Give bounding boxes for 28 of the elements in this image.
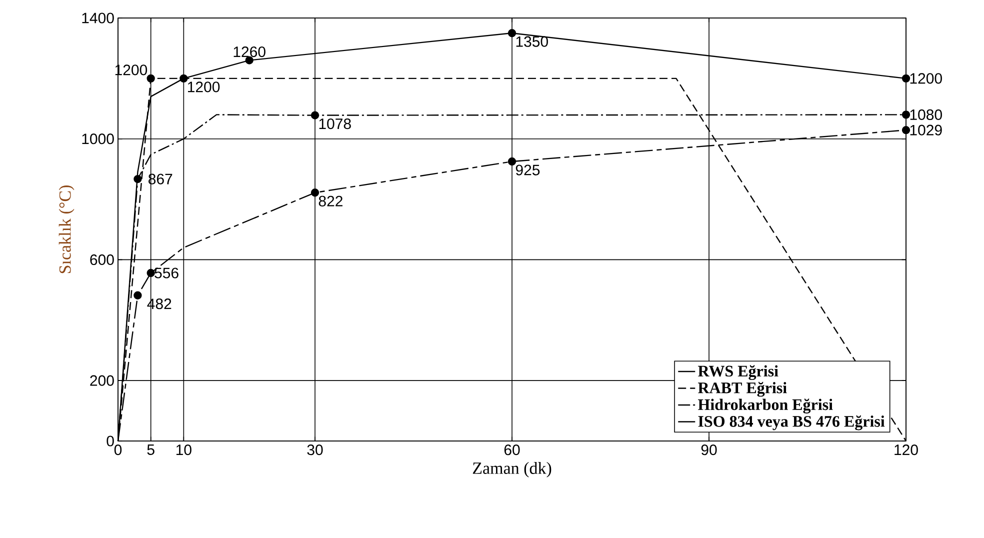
x-tick-label: 60: [504, 444, 520, 456]
x-tick-label: 5: [147, 444, 154, 455]
y-axis-title: Sıcaklık (°C): [58, 186, 74, 274]
data-label: 1200: [188, 82, 220, 92]
x-tick-label: 10: [176, 444, 192, 456]
y-tick-label: 0: [106, 436, 114, 446]
data-label: 1078: [319, 118, 351, 130]
x-tick-label: 120: [894, 444, 918, 456]
x-axis-title: Zaman (dk): [472, 462, 552, 478]
x-tick-label: 0: [114, 444, 122, 456]
y-tick-label: 1000: [82, 134, 114, 144]
legend-label: RWS Eğrisi: [698, 365, 778, 380]
data-label: 925: [516, 164, 540, 176]
data-label: 1350: [516, 36, 548, 47]
data-label: 1260: [234, 46, 266, 58]
y-tick-label: 600: [90, 254, 114, 266]
data-label: 556: [154, 268, 178, 278]
legend-label: RABT Eğrisi: [698, 382, 787, 397]
legend-label: ISO 834 veya BS 476 Eğrisi: [698, 415, 885, 430]
data-label: 1029: [910, 124, 942, 136]
data-label: 822: [318, 196, 342, 206]
data-label: 1080: [910, 109, 942, 120]
legend-label: Hidrokarbon Eğrisi: [698, 398, 833, 414]
y-tick-label: 1400: [82, 12, 114, 24]
y-tick-label: 200: [90, 375, 114, 386]
x-tick-label: 30: [307, 444, 323, 456]
x-tick-label: 90: [701, 444, 717, 456]
data-label: 1200: [910, 73, 942, 84]
